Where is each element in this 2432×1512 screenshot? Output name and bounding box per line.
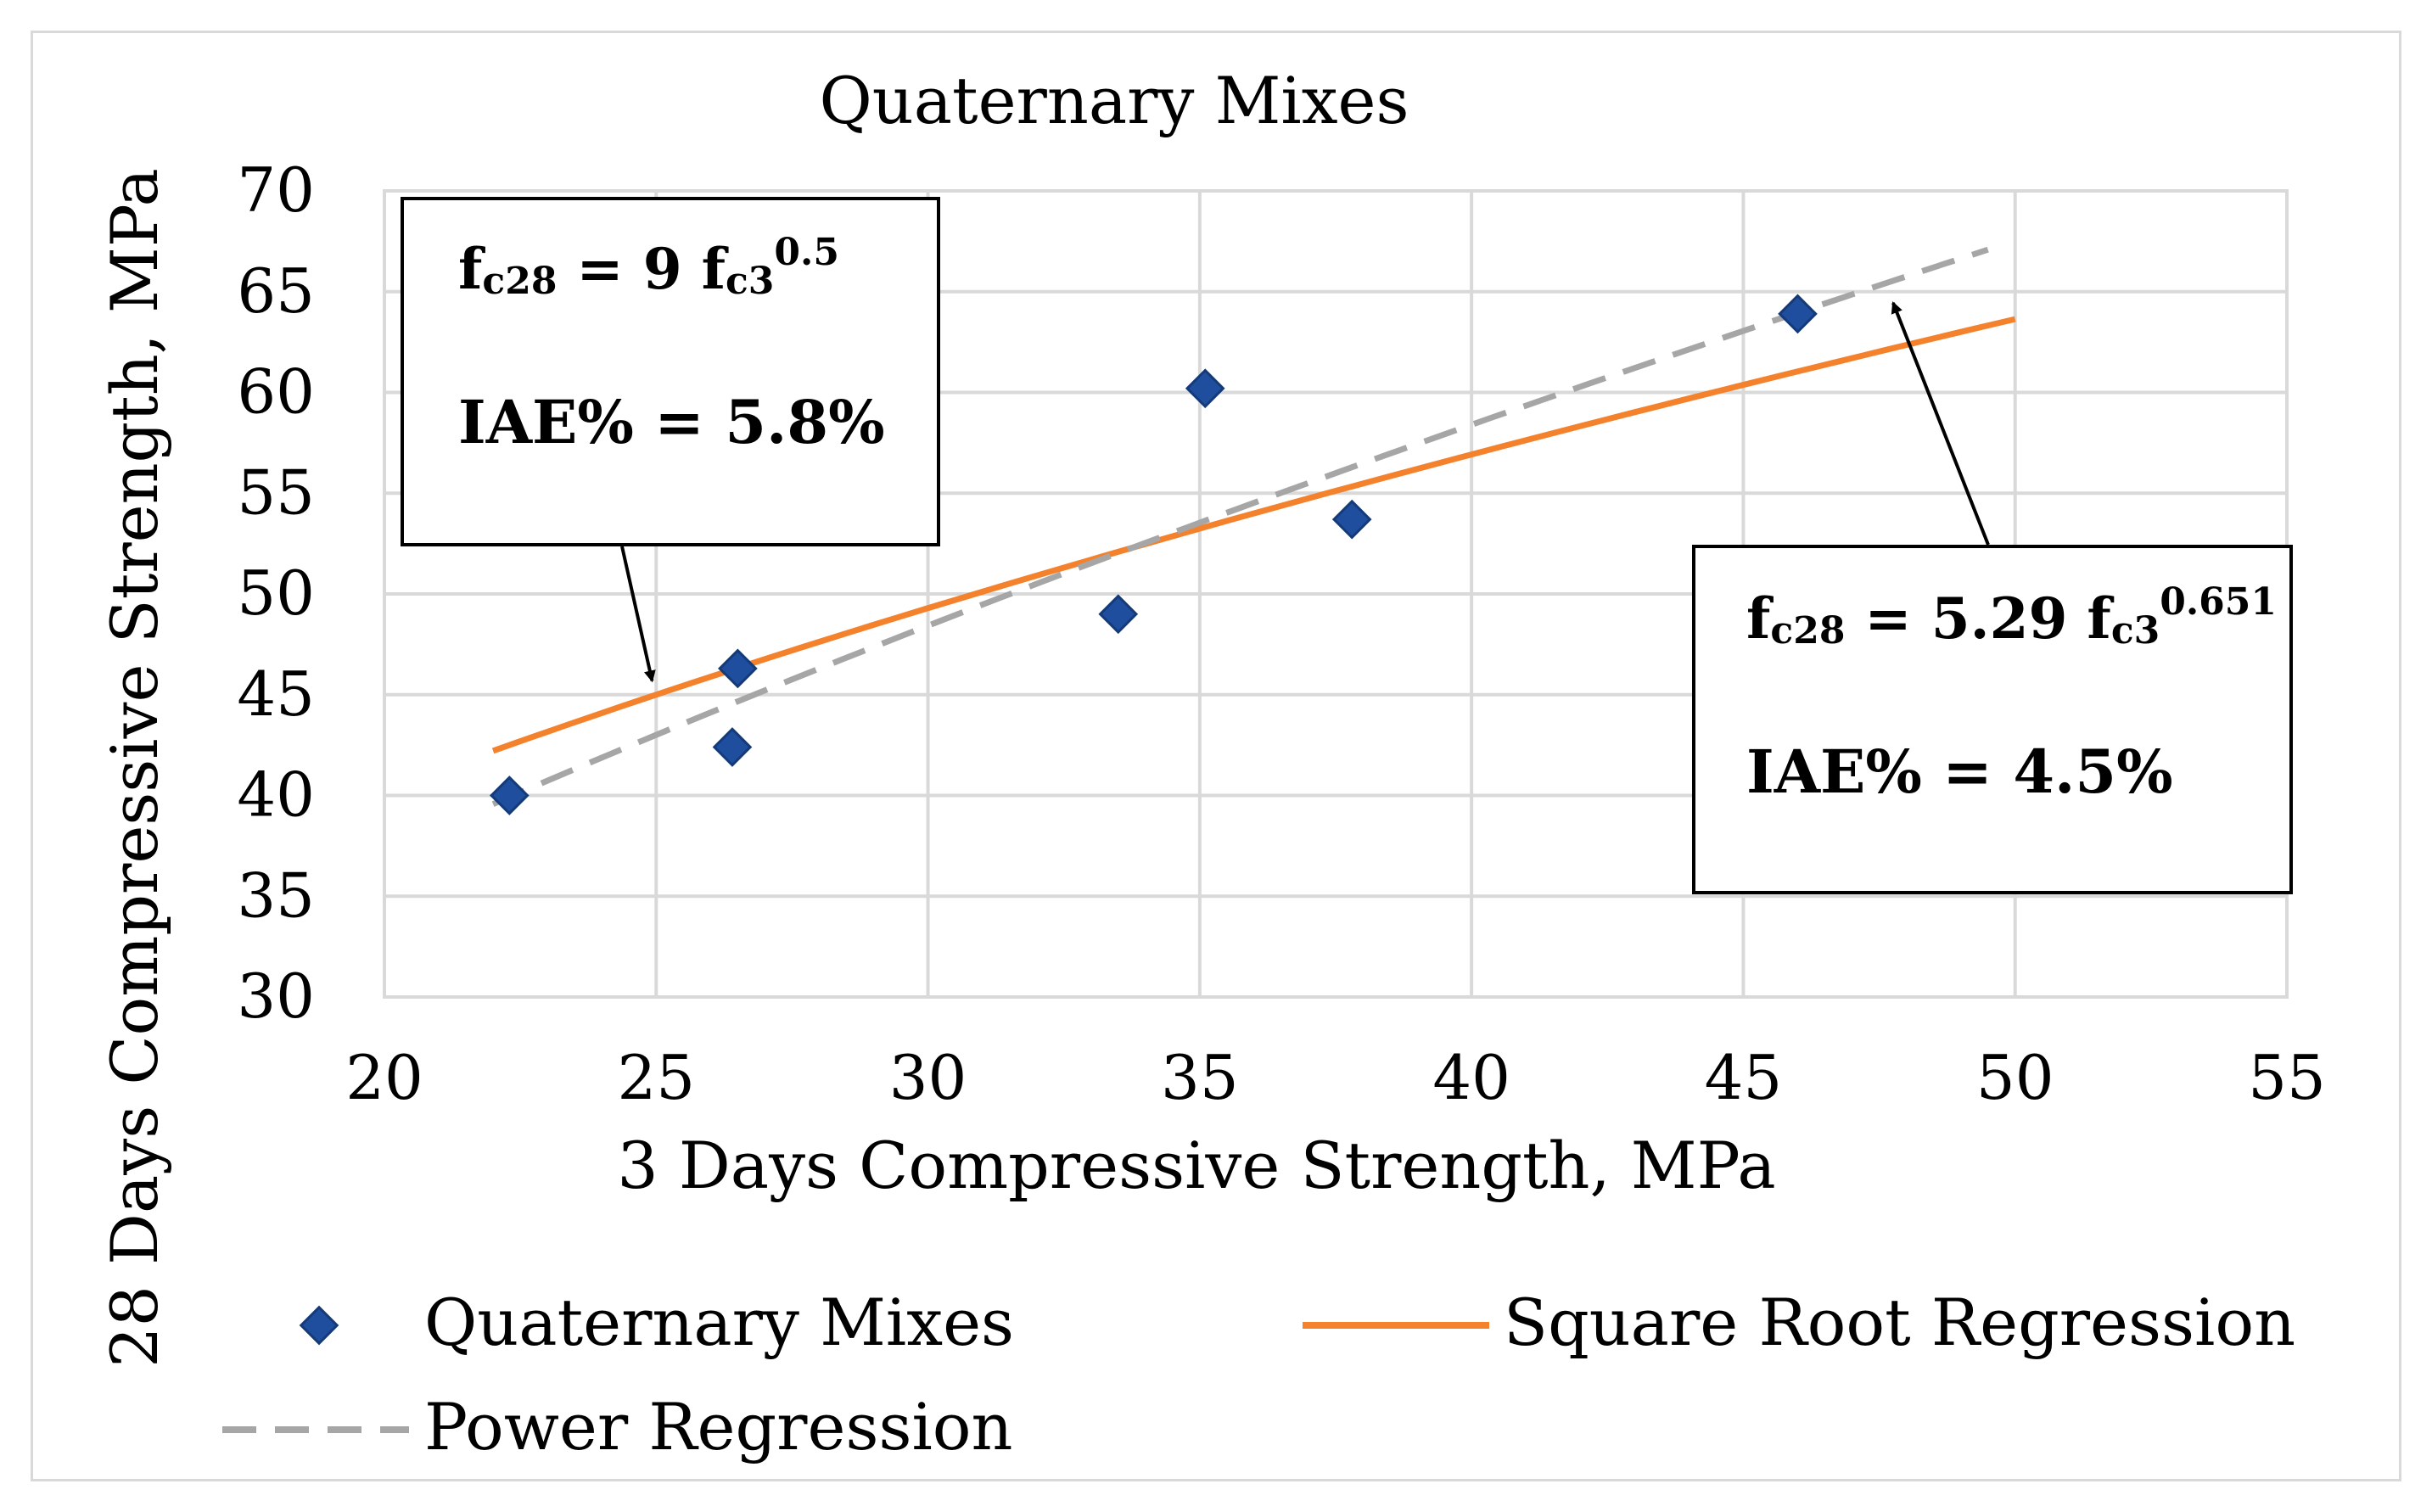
scatter-points [489,294,1818,815]
x-axis-label: 3 Days Compressive Strength, MPa [617,1128,1775,1203]
y-axis-ticks: 30 35 40 45 50 55 60 65 70 [237,154,315,1032]
legend-marker-diamond [299,1305,339,1346]
annotation-power-equation: fc28 = 5.29 fc30.651 [1746,580,2277,652]
annotation-sqrt-iae: IAE% = 5.8% [458,387,885,457]
y-tick-label: 30 [237,960,315,1032]
y-tick-label: 55 [237,456,315,528]
annotation-sqrt-equation: fc28 = 9 fc30.5 [458,231,839,303]
x-tick-label: 20 [345,1042,423,1113]
data-point [712,727,753,767]
y-tick-label: 60 [237,356,315,428]
data-point [1778,294,1818,334]
legend-label-power-regression: Power Regression [424,1389,1013,1464]
legend-item-square-root-regression: Square Root Regression [1303,1285,2295,1360]
legend-item-power-regression: Power Regression [222,1389,1013,1464]
y-tick-label: 45 [237,658,315,730]
legend: Quaternary Mixes Square Root Regression … [222,1285,2295,1464]
x-tick-label: 55 [2248,1042,2326,1113]
y-tick-label: 50 [237,557,315,629]
data-point [1185,368,1225,409]
x-tick-label: 40 [1432,1042,1510,1113]
x-tick-label: 50 [1976,1042,2054,1113]
chart-title: Quaternary Mixes [819,63,1409,138]
x-axis-ticks: 20 25 30 35 40 45 50 55 [345,1042,2326,1113]
data-point [1331,499,1372,540]
data-point [718,648,758,689]
data-point [489,776,530,815]
x-tick-label: 35 [1161,1042,1239,1113]
annotation-sqrt: fc28 = 9 fc30.5 IAE% = 5.8% [401,197,940,546]
legend-item-quaternary-mixes: Quaternary Mixes [299,1285,1014,1360]
y-tick-label: 35 [237,860,315,931]
legend-label-square-root-regression: Square Root Regression [1504,1285,2295,1360]
y-tick-label: 65 [237,255,315,327]
power-regression-line [491,246,1989,807]
annotation-power-iae: IAE% = 4.5% [1746,736,2173,807]
x-tick-label: 30 [889,1042,967,1113]
annotation-sqrt-arrow [620,546,656,683]
annotation-power-arrow [1891,301,1990,546]
y-axis-label: 28 Days Compressive Strength, MPa [97,168,172,1368]
y-tick-label: 40 [237,759,315,831]
legend-label-quaternary-mixes: Quaternary Mixes [424,1285,1014,1360]
x-tick-label: 25 [617,1042,695,1113]
annotation-power: fc28 = 5.29 fc30.651 IAE% = 4.5% [1692,545,2293,894]
data-point [1098,594,1139,635]
y-tick-label: 70 [237,154,315,226]
x-tick-label: 45 [1705,1042,1783,1113]
